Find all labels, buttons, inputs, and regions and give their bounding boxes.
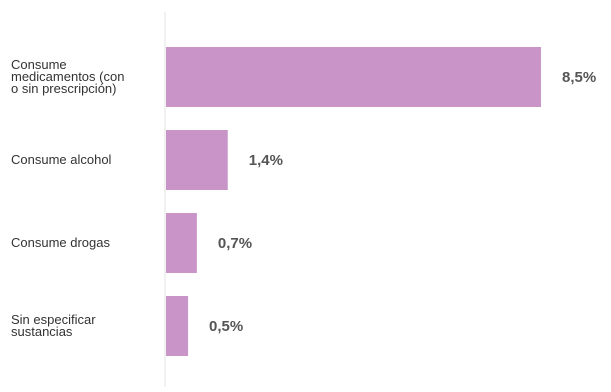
category-label: Sin especificar sustancias xyxy=(11,312,96,339)
bar xyxy=(166,130,228,190)
bar xyxy=(166,296,189,356)
bar xyxy=(166,213,197,273)
value-label: 8,5% xyxy=(562,68,597,86)
category-label: Consume alcohol xyxy=(11,152,112,167)
bar xyxy=(166,47,541,107)
value-label: 0,5% xyxy=(209,317,244,335)
value-label: 0,7% xyxy=(217,234,253,252)
category-label: Consume medicamentos (con o sin prescrip… xyxy=(11,57,125,96)
value-label: 1,4% xyxy=(248,151,283,169)
category-label: Consume drogas xyxy=(11,235,110,250)
